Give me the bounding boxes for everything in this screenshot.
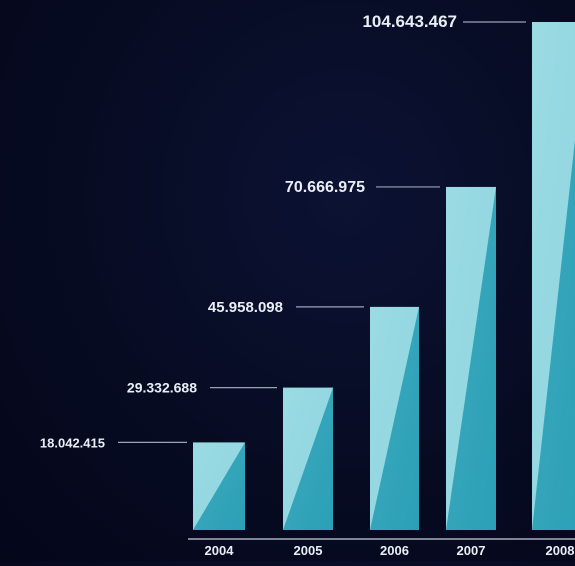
bar-sheen xyxy=(193,442,245,530)
x-tick-label-2008: 2008 xyxy=(546,543,575,558)
data-labels: 18.042.415 29.332.688 45.958.098 70.666.975… xyxy=(40,12,526,450)
bar-sheen xyxy=(370,306,419,530)
x-tick-label-2005: 2005 xyxy=(294,543,323,558)
x-tick-label-2007: 2007 xyxy=(457,543,486,558)
data-label-2006: 45.958.098 xyxy=(208,299,283,316)
data-label-2008: 104.643.467 xyxy=(362,12,457,31)
bar-sheen xyxy=(532,22,575,530)
x-tick-label-2004: 2004 xyxy=(205,543,235,558)
x-axis: 2004 2005 2006 2007 2008 xyxy=(188,538,575,558)
bar-sheen xyxy=(283,387,333,530)
bar-2008 xyxy=(532,22,575,530)
bar-2007 xyxy=(446,186,496,530)
bars-layer xyxy=(193,22,575,530)
bar-sheen xyxy=(446,186,496,530)
data-label-2007: 70.666.975 xyxy=(285,179,365,196)
x-tick-label-2006: 2006 xyxy=(380,543,409,558)
data-label-2005: 29.332.688 xyxy=(127,380,197,396)
bar-2005 xyxy=(283,387,333,530)
bar-2004 xyxy=(193,442,245,530)
data-label-2004: 18.042.415 xyxy=(40,435,105,450)
bar-2006 xyxy=(370,306,419,530)
